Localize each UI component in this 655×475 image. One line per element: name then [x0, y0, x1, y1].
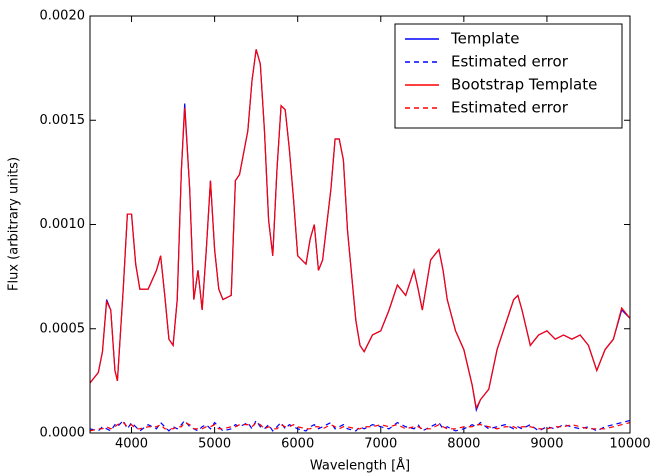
x-tick-label: 10000: [609, 437, 650, 452]
y-tick-label: 0.0015: [40, 113, 86, 128]
y-tick-label: 0.0000: [40, 426, 86, 441]
x-axis-label: Wavelength [Å]: [310, 458, 410, 474]
x-tick-label: 4000: [115, 437, 148, 452]
plot-frame: [89, 15, 631, 434]
y-tick-label: 0.0020: [40, 9, 86, 24]
series-line: [90, 419, 630, 432]
x-tick-label: 6000: [281, 437, 314, 452]
legend-label: Bootstrap Template: [451, 76, 597, 94]
series-line: [90, 421, 630, 432]
legend-label: Template: [450, 30, 519, 48]
x-tick-label: 7000: [364, 437, 397, 452]
x-tick-label: 9000: [530, 437, 563, 452]
legend-box: [394, 23, 623, 129]
x-tick-label: 8000: [447, 437, 480, 452]
y-tick-label: 0.0010: [40, 217, 86, 232]
legend-label: Estimated error: [451, 53, 569, 71]
x-tick-label: 5000: [198, 437, 231, 452]
y-axis-label: Flux (arbitrary units): [7, 157, 22, 291]
y-tick-label: 0.0005: [40, 321, 86, 336]
legend-label: Estimated error: [451, 99, 569, 117]
series-line: [90, 49, 630, 410]
